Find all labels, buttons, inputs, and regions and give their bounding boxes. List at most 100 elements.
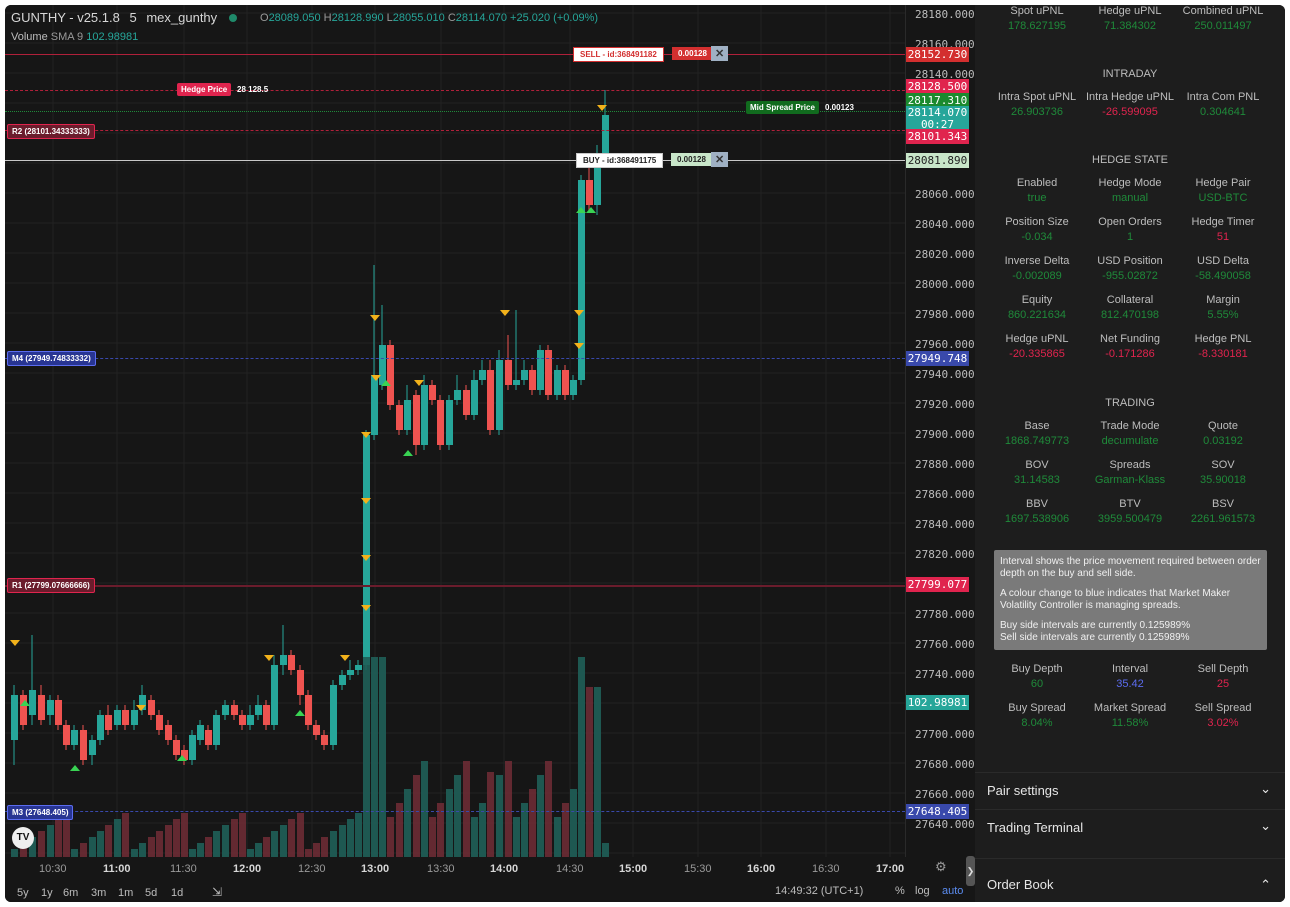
volume-bar [363, 657, 370, 857]
price-tick: 28180.000 [915, 8, 975, 21]
buy-order-label[interactable]: BUY - id:368491175 [576, 153, 664, 168]
volume-bar [47, 825, 54, 857]
volume-bar [114, 819, 121, 857]
m4-label: M4 (27949.74833332) [7, 351, 96, 366]
mid-spread-label: Mid Spread Price [746, 101, 819, 114]
volume-bar [545, 761, 552, 857]
candle-body [122, 710, 129, 725]
candle-body [280, 655, 287, 665]
go-to-date-icon[interactable]: ⇲ [212, 885, 223, 899]
candle-body [529, 370, 536, 390]
candle-body [537, 350, 544, 390]
m3-label: M3 (27648.405) [7, 805, 74, 820]
candle-body [114, 710, 121, 725]
volume-bar [305, 849, 312, 857]
volume-bar [89, 837, 96, 857]
buy-order-qty[interactable]: 0.00128 [671, 153, 712, 166]
candle-body [139, 695, 146, 710]
volume-bar [231, 819, 238, 857]
volume-bar [437, 803, 444, 857]
ohlc-readout: O28089.050 H28128.990 L28055.010 C28114.… [260, 12, 599, 24]
price-tick: 28020.000 [915, 248, 975, 261]
volume-bar [387, 817, 394, 857]
sma-price-tag: 102.98981 [906, 695, 969, 710]
price-tick: 27900.000 [915, 428, 975, 441]
time-tick: 17:00 [876, 863, 905, 875]
volume-bar [255, 843, 262, 857]
sell-marker-icon [370, 315, 380, 321]
collapse-panel-icon[interactable]: ❯ [966, 856, 975, 886]
stat-cell: USD Delta -58.490058 [1195, 255, 1251, 282]
volume-bar [446, 789, 453, 857]
candle-body [578, 180, 585, 380]
volume-bar [247, 849, 254, 857]
volume-bar [263, 837, 270, 857]
range-button[interactable]: 3m [91, 887, 107, 899]
candle-body [305, 695, 312, 725]
stat-cell: Base 1868.749773 [1004, 420, 1070, 447]
order-book-section[interactable]: Order Book ⌃ [975, 858, 1285, 902]
candle-body [421, 385, 428, 445]
log-toggle[interactable]: log [915, 885, 930, 897]
candle-body [602, 115, 609, 155]
pair-settings-section[interactable]: Pair settings ⌄ [975, 772, 1285, 809]
hedge-price-value: 28 128.5 [237, 85, 269, 94]
candle-body [231, 705, 238, 715]
candle-body [586, 180, 593, 205]
time-tick: 14:00 [490, 863, 519, 875]
volume-bar [396, 803, 403, 857]
sell-cancel-icon[interactable]: ✕ [711, 46, 729, 61]
candle-body [89, 740, 96, 755]
volume-bar [71, 849, 78, 857]
trading-heading: TRADING [1105, 397, 1155, 409]
volume-bar [165, 825, 172, 857]
candle-body [371, 375, 378, 435]
hedge-price-line [5, 90, 905, 91]
candle-body [355, 665, 362, 670]
interval-label[interactable]: 5 [129, 10, 137, 25]
candle-body [379, 345, 386, 385]
volume-bar [562, 803, 569, 857]
range-button[interactable]: 1m [118, 887, 134, 899]
time-tick: 11:00 [103, 863, 131, 875]
clock-label[interactable]: 14:49:32 (UTC+1) [775, 885, 864, 897]
candle-body [487, 370, 494, 430]
volume-bar [189, 849, 196, 857]
volume-bar [11, 849, 18, 857]
symbol-title[interactable]: GUNTHY - v25.1.8 [11, 10, 120, 25]
status-dot-icon [228, 14, 237, 22]
chevron-down-icon: ⌄ [1260, 818, 1271, 833]
candle-body [239, 715, 246, 725]
hedge-price-label: Hedge Price [177, 83, 232, 96]
volume-bar [313, 843, 320, 857]
range-button[interactable]: 5d [145, 887, 158, 899]
trading-terminal-section[interactable]: Trading Terminal ⌄ [975, 809, 1285, 846]
sell-marker-icon [10, 640, 20, 646]
range-button[interactable]: 6m [63, 887, 79, 899]
chart-area[interactable]: GUNTHY - v25.1.8 5 mex_gunthy O28089.050… [5, 5, 976, 902]
candle-body [463, 390, 470, 415]
price-axis[interactable] [905, 5, 976, 857]
price-chart[interactable] [5, 5, 905, 857]
settings-gear-icon[interactable]: ⚙ [935, 859, 947, 874]
volume-bar [586, 687, 593, 857]
candle-body [55, 700, 62, 725]
tradingview-logo-icon[interactable]: TV [12, 827, 34, 849]
range-button[interactable]: 5y [17, 887, 29, 899]
candle-body [156, 715, 163, 730]
volume-bar [122, 813, 129, 857]
volume-bar [297, 813, 304, 857]
stat-cell: BOV 31.14583 [1014, 459, 1060, 486]
range-button[interactable]: 1y [41, 887, 53, 899]
percent-toggle[interactable]: % [895, 885, 905, 897]
stats-panel: Spot uPNL 178.627195 Hedge uPNL 71.384302 Co… [975, 5, 1285, 902]
auto-toggle[interactable]: auto [942, 885, 964, 897]
sell-order-label[interactable]: SELL - id:368491182 [573, 47, 664, 62]
stat-cell: Spot uPNL 178.627195 [1007, 5, 1067, 32]
candle-body [545, 350, 552, 395]
price-tick: 27640.000 [915, 818, 975, 831]
sell-order-qty[interactable]: 0.00128 [672, 47, 713, 60]
buy-cancel-icon[interactable]: ✕ [711, 152, 729, 167]
volume-bar [454, 775, 461, 857]
range-button[interactable]: 1d [171, 887, 184, 899]
